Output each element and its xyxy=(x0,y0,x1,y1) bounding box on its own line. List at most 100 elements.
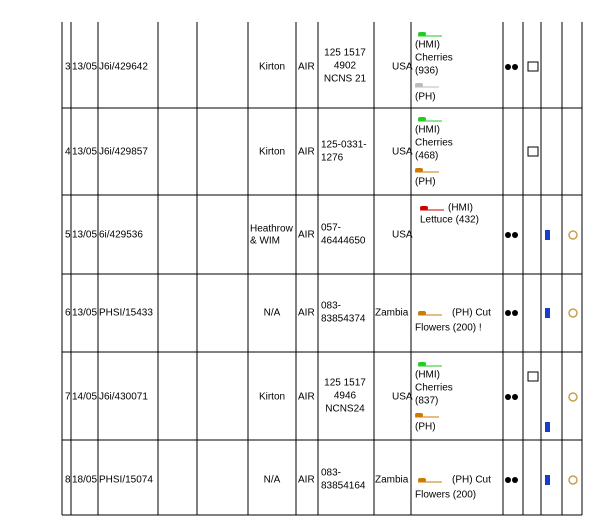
reference: PHSI/15074 xyxy=(99,475,153,486)
reference: J6i/430071 xyxy=(99,392,148,403)
commodity: (PH) xyxy=(415,422,436,433)
port: & WIM xyxy=(250,236,280,247)
awb: 1276 xyxy=(321,153,344,164)
port: N/A xyxy=(264,475,281,486)
scissors-icon xyxy=(545,475,550,485)
status-icon xyxy=(568,308,578,318)
binoculars-icon xyxy=(505,310,511,316)
commodity: (PH) Cut xyxy=(452,475,491,486)
commodity-icon xyxy=(418,117,426,121)
binoculars-icon xyxy=(505,394,511,400)
commodity: (837) xyxy=(415,396,438,407)
row-number: 6 xyxy=(65,308,71,319)
awb: 083- xyxy=(321,468,341,479)
country: USA xyxy=(392,230,413,241)
mode: AIR xyxy=(298,62,315,73)
commodity: (HMI) xyxy=(415,370,440,381)
mode: AIR xyxy=(298,308,315,319)
commodity-icon xyxy=(415,413,423,417)
commodity: (PH) xyxy=(415,177,436,188)
commodity: Flowers (200) ! xyxy=(415,323,482,334)
port: Kirton xyxy=(259,392,285,403)
commodity-icon xyxy=(418,362,426,366)
awb: NCNS 21 xyxy=(324,74,367,85)
row-number: 8 xyxy=(65,475,71,486)
commodity: Cherries xyxy=(415,53,453,64)
binoculars-icon xyxy=(512,232,518,238)
status-icon xyxy=(568,230,578,240)
commodity: (936) xyxy=(415,66,438,77)
commodity: (PH) xyxy=(415,92,436,103)
mode: AIR xyxy=(298,230,315,241)
commodity: (HMI) xyxy=(415,40,440,51)
port: N/A xyxy=(264,308,281,319)
port: Heathrow xyxy=(250,224,294,235)
commodity-icon xyxy=(418,478,426,482)
reference: 6i/429536 xyxy=(99,230,143,241)
awb: 125-0331- xyxy=(321,140,367,151)
commodity: Lettuce (432) xyxy=(420,215,479,226)
commodity-icon xyxy=(415,168,423,172)
awb: 125 1517 xyxy=(324,48,366,59)
awb: 46444650 xyxy=(321,236,366,247)
port: Kirton xyxy=(259,62,285,73)
commodity: (HMI) xyxy=(448,203,473,214)
status-icon xyxy=(568,392,578,402)
country: Zambia xyxy=(375,308,409,319)
awb: NCNS24 xyxy=(325,404,365,415)
commodity: Cherries xyxy=(415,383,453,394)
country: USA xyxy=(392,147,413,158)
row-number: 4 xyxy=(65,147,71,158)
awb: 125 1517 xyxy=(324,378,366,389)
commodity-icon xyxy=(420,206,428,210)
date: 14/05 xyxy=(72,392,97,403)
commodity: (PH) Cut xyxy=(452,308,491,319)
commodity-icon xyxy=(418,311,426,315)
date: 13/05 xyxy=(72,62,97,73)
country: USA xyxy=(392,392,413,403)
port: Kirton xyxy=(259,147,285,158)
country: USA xyxy=(392,62,413,73)
commodity: (468) xyxy=(415,151,438,162)
date: 13/05 xyxy=(72,308,97,319)
printer-icon xyxy=(527,146,539,157)
scissors-icon xyxy=(545,230,550,240)
binoculars-icon xyxy=(505,477,511,483)
awb: 057- xyxy=(321,223,341,234)
date: 13/05 xyxy=(72,147,97,158)
commodity-icon xyxy=(418,32,426,36)
binoculars-icon xyxy=(505,232,511,238)
mode: AIR xyxy=(298,392,315,403)
binoculars-icon xyxy=(512,477,518,483)
scissors-icon xyxy=(545,308,550,318)
date: 18/05 xyxy=(72,475,97,486)
awb: 083- xyxy=(321,301,341,312)
commodity: Cherries xyxy=(415,138,453,149)
reference: J6i/429857 xyxy=(99,147,148,158)
row-number: 5 xyxy=(65,230,71,241)
binoculars-icon xyxy=(512,64,518,70)
printer-icon xyxy=(527,61,539,72)
row-number: 7 xyxy=(65,392,71,403)
printer-icon xyxy=(527,371,539,382)
country: Zambia xyxy=(375,475,409,486)
reference: J6i/429642 xyxy=(99,62,148,73)
reference: PHSI/15433 xyxy=(99,308,153,319)
binoculars-icon xyxy=(505,64,511,70)
awb: 83854164 xyxy=(321,481,366,492)
binoculars-icon xyxy=(512,394,518,400)
mode: AIR xyxy=(298,147,315,158)
row-number: 3 xyxy=(65,62,71,73)
date: 13/05 xyxy=(72,230,97,241)
status-icon xyxy=(568,475,578,485)
mode: AIR xyxy=(298,475,315,486)
binoculars-icon xyxy=(512,310,518,316)
commodity-icon xyxy=(415,83,423,87)
commodity: Flowers (200) xyxy=(415,490,476,501)
scissors-icon xyxy=(545,422,550,432)
awb: 4902 xyxy=(334,61,357,72)
awb: 83854374 xyxy=(321,314,366,325)
commodity: (HMI) xyxy=(415,125,440,136)
